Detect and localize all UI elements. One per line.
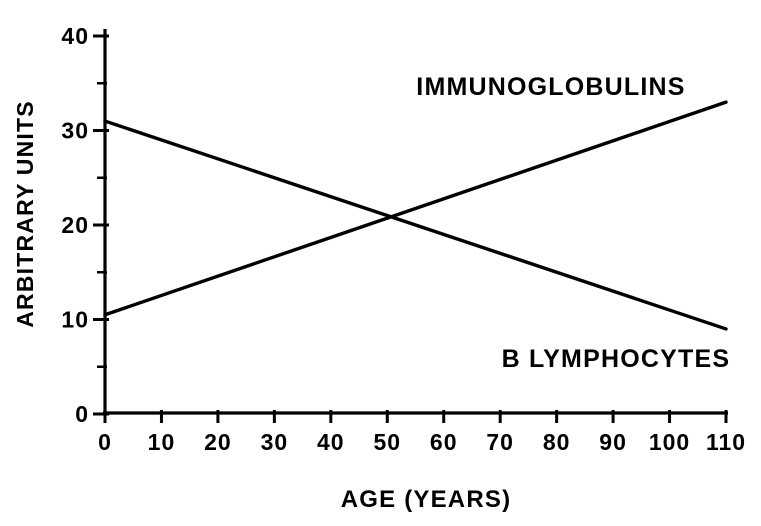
x-tick-label: 20 [204,429,232,455]
x-tick-label: 100 [649,429,690,455]
x-tick-label: 0 [98,429,112,455]
x-tick-label: 110 [706,429,746,455]
series-line-immunoglobulins [103,100,728,317]
x-tick-label: 10 [148,429,176,455]
series-line-b-lymphocytes [103,119,728,331]
y-tick-label: 40 [61,23,89,49]
y-tick-label: 10 [61,307,89,333]
x-tick-label: 90 [599,429,627,455]
series-label-immunoglobulins: IMMUNOGLOBULINS [416,73,685,101]
x-tick-label: 70 [486,429,514,455]
y-tick-label: 30 [61,118,89,144]
y-tick-label: 20 [61,212,89,238]
x-axis-title: AGE (YEARS) [341,486,512,513]
x-tick-label: 30 [261,429,289,455]
x-tick-label: 80 [543,429,571,455]
x-tick-label: 60 [430,429,458,455]
x-tick-label: 50 [373,429,401,455]
series-label-b-lymphocytes: B LYMPHOCYTES [502,345,731,373]
y-axis-title: ARBITRARY UNITS [12,100,38,328]
x-tick-label: 40 [317,429,345,455]
y-tick-label: 0 [75,401,89,427]
